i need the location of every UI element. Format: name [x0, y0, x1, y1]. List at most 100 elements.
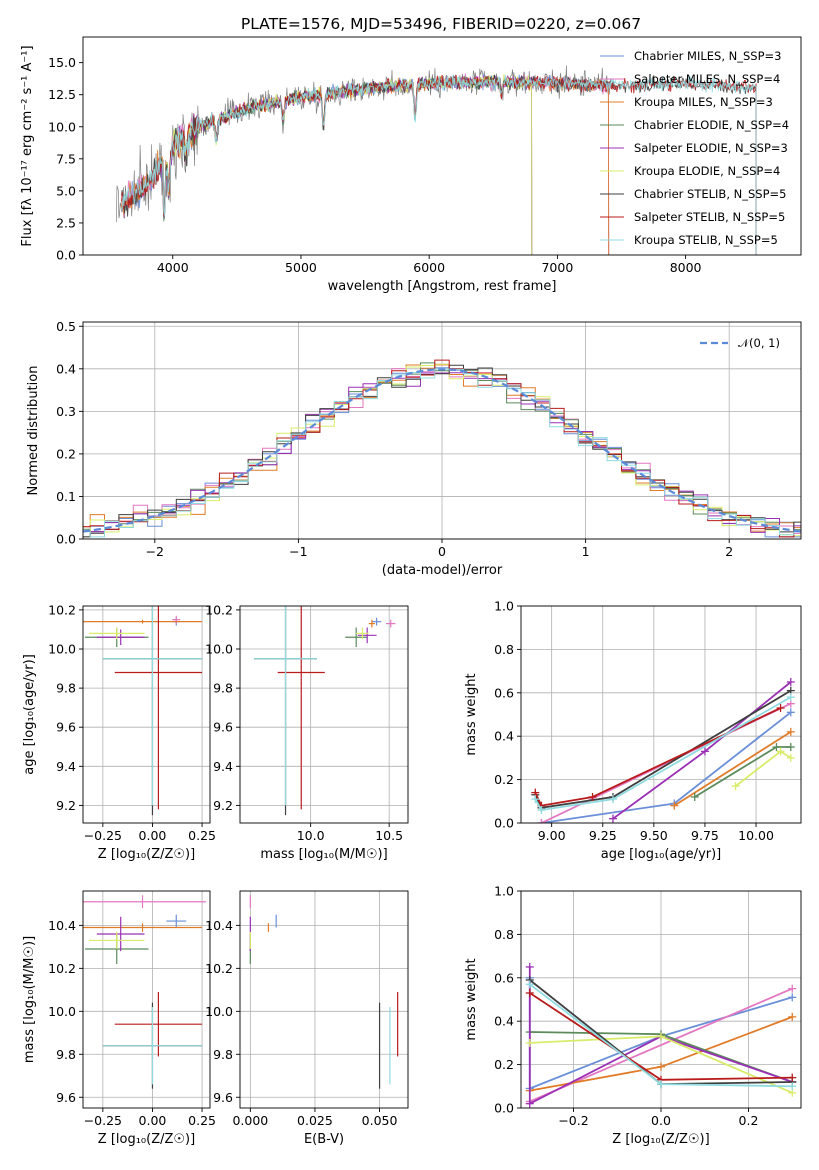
plot-layer: 4000 5000 6000 7000 80000.02.55.07.510.012.5…	[20, 36, 802, 1147]
x-axis-label: Z [log₁₀(Z/Z☉)]	[612, 1132, 709, 1147]
y-tick-label: 10.0	[205, 1004, 233, 1019]
x-tick-label: 0.00	[139, 828, 167, 843]
x-tick-label: −0.25	[84, 1113, 122, 1128]
legend-entry: Chabrier STELIB, N_SSP=5	[634, 187, 786, 201]
legend-entry: Kroupa ELODIE, N_SSP=4	[634, 164, 780, 178]
y-axis-label: mass weight	[464, 673, 479, 755]
errorbar-point	[386, 619, 396, 628]
panel-residuals: −2 −1 0 1 2 0.0 0.1 0.2 0.3 0.4 0.5 (data-model)/er…	[26, 319, 802, 578]
weight-marker	[776, 703, 785, 712]
y-tick-label: 9.4	[213, 759, 233, 774]
y-tick-label: 9.8	[56, 1047, 76, 1062]
y-tick-label: 0.6	[494, 685, 514, 700]
y-tick-label: 0.4	[56, 361, 76, 376]
y-tick-label: 9.6	[213, 720, 233, 735]
axes-weight_vs_Z: −0.2 0.0 0.2 0.0 0.2 0.4 0.6 0.8 1.0 Z [log₁₀(Z/Z…	[464, 884, 802, 1147]
legend-entry: Salpeter STELIB, N_SSP=5	[634, 210, 785, 224]
errorbar-point	[254, 606, 317, 806]
weight-line	[534, 689, 792, 809]
weight-marker	[788, 1012, 797, 1021]
legend-entry: Kroupa STELIB, N_SSP=5	[634, 233, 778, 247]
y-tick-label: 0.2	[494, 1057, 514, 1072]
y-tick-label: 10.4	[48, 918, 76, 933]
axes-frame	[239, 605, 409, 824]
x-tick-label: 4000	[157, 260, 189, 275]
y-tick-label: 1.0	[494, 884, 514, 899]
y-tick-label: 0.0	[494, 1101, 514, 1116]
plot-area-mass_vs_Z	[83, 895, 207, 1089]
spectrum-legend: Chabrier MILES, N_SSP=3 Salpeter MILES, N…	[600, 49, 789, 247]
axes-frame	[82, 890, 211, 1109]
legend-entry: Salpeter ELODIE, N_SSP=3	[634, 141, 788, 155]
axes-frame	[239, 890, 409, 1109]
weight-marker	[608, 795, 617, 804]
errorbar-point	[102, 606, 203, 806]
errorbar-point	[83, 923, 203, 932]
weight-marker	[788, 984, 797, 993]
x-tick-label: 6000	[413, 260, 445, 275]
weight-marker	[657, 1080, 665, 1089]
y-tick-label: 10.2	[205, 602, 233, 617]
weight-line	[534, 696, 792, 811]
legend-entry: 𝒩(0, 1)	[738, 336, 780, 350]
panel-mass_vs_Z: −0.25 0.00 0.25 9.6 9.8 10.0 10.2 10.4 Z [log₁₀(…	[22, 890, 216, 1147]
weight-marker	[531, 795, 540, 804]
x-tick-label: 5000	[285, 260, 317, 275]
errorbar-point	[96, 916, 145, 952]
gaussian-curve	[83, 368, 801, 533]
plot-area-age_vs_mass	[254, 606, 396, 816]
x-axis-label: Z [log₁₀(Z/Z☉)]	[98, 1132, 195, 1147]
plot-area-mass_vs_ebv	[249, 895, 399, 1089]
weight-marker	[776, 747, 785, 756]
errorbar-point	[371, 617, 382, 626]
x-tick-label: 9.75	[691, 828, 719, 843]
errorbar-point	[96, 629, 145, 646]
errorbar-point	[172, 615, 181, 624]
plot-area-spectrum	[115, 65, 757, 255]
legend-entry: Salpeter MILES, N_SSP=4	[634, 72, 780, 86]
weight-marker	[786, 727, 795, 736]
y-tick-label: 9.8	[213, 1047, 233, 1062]
x-axis-label: E(B-V)	[304, 1132, 344, 1147]
x-axis-label: (data-model)/error	[382, 563, 503, 578]
errorbar-point	[102, 1007, 203, 1085]
errorbar-point	[368, 619, 376, 628]
panel-age_vs_Z: −0.25 0.00 0.25 9.2 9.4 9.6 9.8 10.0 10.2 Z [log₁…	[22, 602, 216, 862]
y-tick-label: 0.6	[494, 970, 514, 985]
axes-frame	[82, 605, 211, 824]
axes-weight_vs_age: 9.00 9.25 9.50 9.75 10.00 0.0 0.2 0.4 0.6 0.8 1.0 a…	[464, 599, 802, 862]
axes-frame	[520, 605, 802, 824]
weight-marker	[786, 677, 795, 686]
x-axis-label: wavelength [Angstrom, rest frame]	[328, 279, 557, 294]
weight-marker	[525, 988, 534, 997]
weight-marker	[537, 805, 546, 814]
y-tick-label: 9.8	[213, 681, 233, 696]
y-tick-label: 0.5	[56, 319, 76, 334]
plot-area-weight_vs_Z	[525, 962, 797, 1108]
errorbar-point	[356, 627, 369, 640]
errorbar-point	[88, 627, 145, 640]
y-tick-label: 9.6	[56, 720, 76, 735]
x-tick-label: 2	[725, 544, 733, 559]
legend-entry: Chabrier ELODIE, N_SSP=4	[634, 118, 789, 132]
y-tick-label: 0.4	[494, 1014, 514, 1029]
x-tick-label: −0.2	[558, 1113, 588, 1128]
errorbar-point	[88, 931, 145, 950]
weight-marker	[786, 708, 795, 717]
y-tick-label: 0.3	[56, 404, 76, 419]
plot-area-weight_vs_age	[531, 677, 795, 823]
axes-mass_vs_Z: −0.25 0.00 0.25 9.6 9.8 10.0 10.2 10.4 Z [log₁₀(…	[22, 890, 216, 1147]
x-tick-label: 0.00	[139, 1113, 167, 1128]
weight-marker	[788, 1073, 797, 1082]
y-tick-label: 9.4	[56, 759, 76, 774]
x-tick-label: −1	[289, 544, 307, 559]
weight-marker	[525, 1038, 534, 1047]
errorbar-point	[345, 627, 368, 648]
errorbar-point	[83, 619, 203, 624]
x-tick-label: 0.25	[188, 1113, 216, 1128]
x-tick-label: 1	[582, 544, 590, 559]
spectrum-model-line	[121, 74, 757, 255]
y-tick-label: 1.0	[494, 599, 514, 614]
y-axis-label: mass weight	[464, 958, 479, 1040]
weight-marker	[525, 962, 534, 971]
